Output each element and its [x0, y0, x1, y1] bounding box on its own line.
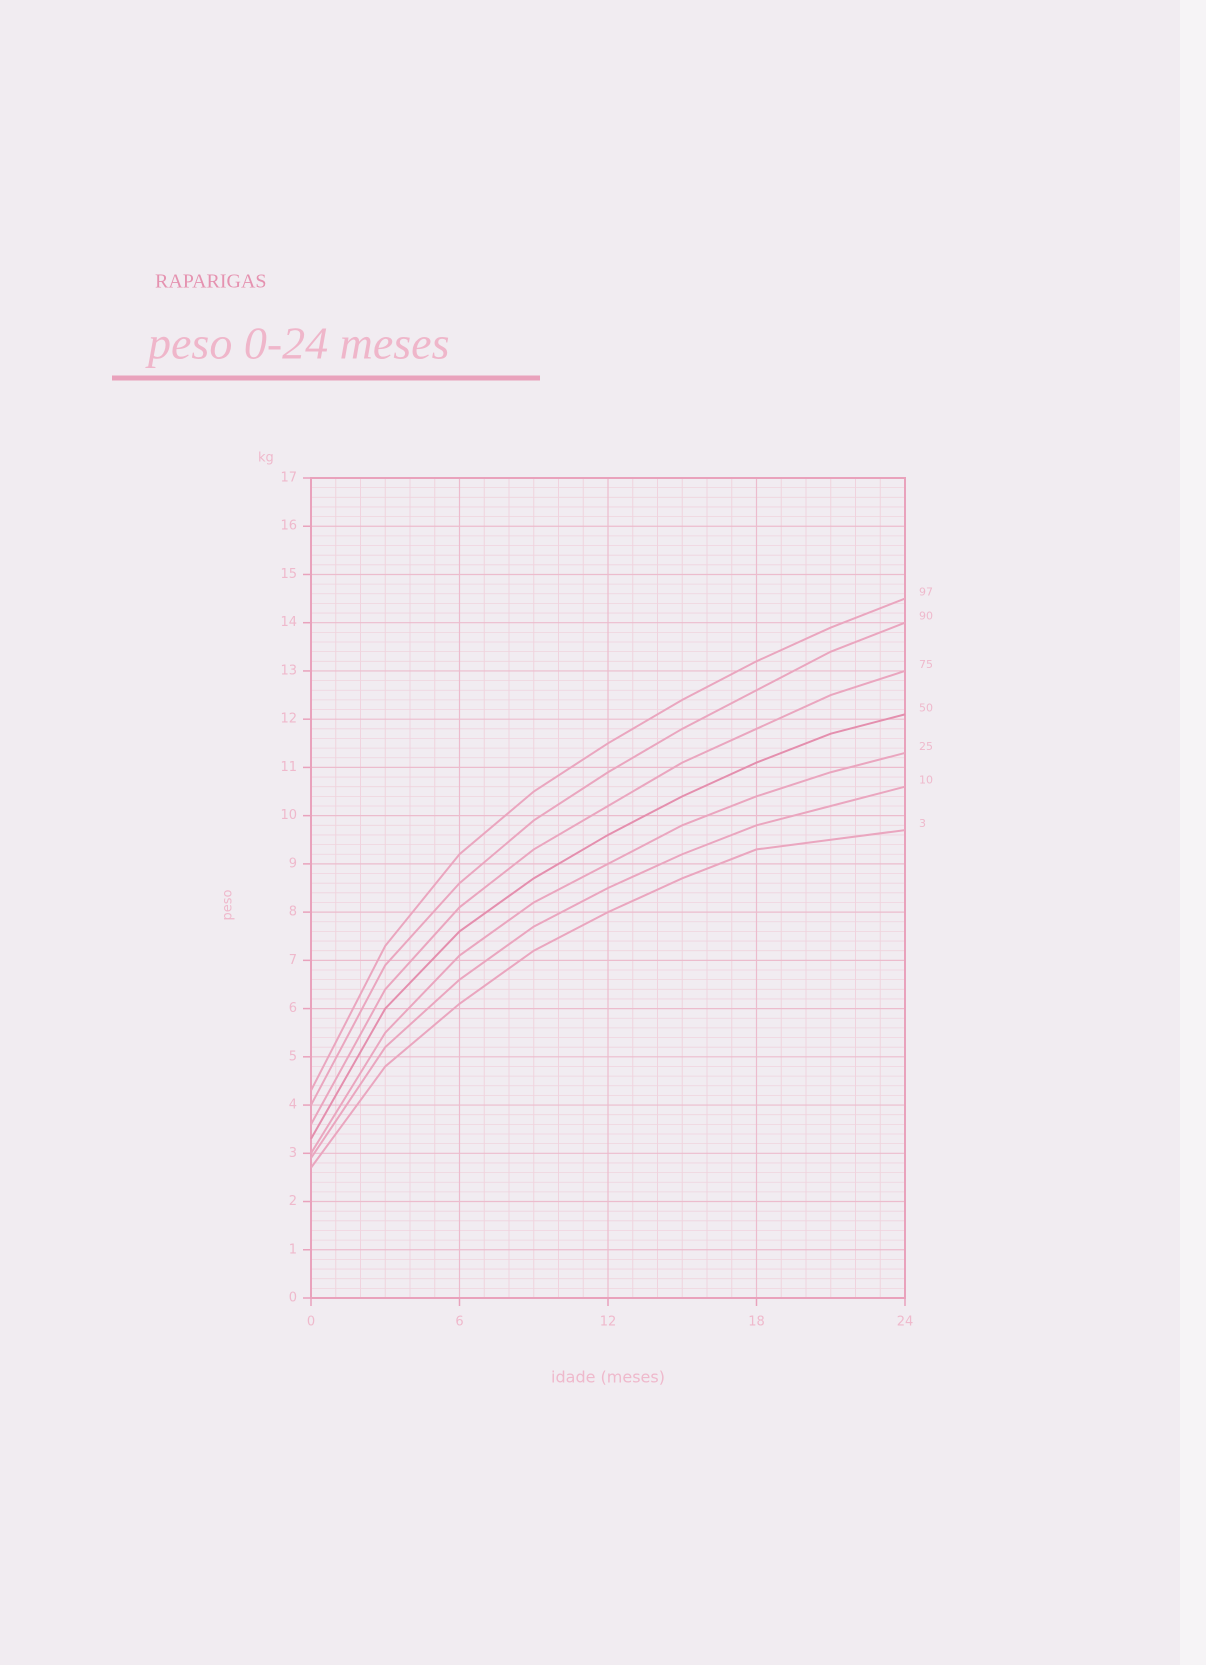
percentile-curve: [310, 597, 906, 1092]
series-label: 25: [919, 740, 933, 753]
y-tick-label: 17: [280, 471, 297, 486]
chart-title: peso 0-24 meses: [145, 318, 450, 369]
x-tick-label: 0: [307, 1315, 315, 1330]
series-label: 50: [919, 701, 933, 714]
series-label: 97: [919, 586, 933, 599]
x-tick-label: 18: [748, 1315, 765, 1330]
scan-edge: [1180, 0, 1206, 1665]
y-tick-label: 4: [289, 1098, 297, 1113]
y-tick-label: 1: [289, 1242, 297, 1257]
group-title: RAPARIGAS: [155, 271, 267, 293]
series-label: 10: [919, 774, 933, 787]
percentile-curve: [310, 751, 906, 1154]
y-tick-label: 3: [289, 1146, 297, 1161]
series-label: 3: [919, 817, 926, 830]
y-tick-label: 5: [289, 1049, 297, 1064]
y-tick-label: 14: [280, 615, 297, 630]
y-tick-label: 8: [289, 905, 297, 920]
y-tick-label: 9: [289, 856, 297, 871]
percentile-curve: [310, 713, 906, 1140]
y-tick-label: 12: [280, 712, 297, 727]
y-tick-label: 0: [289, 1291, 297, 1306]
x-axis-label: idade (meses): [551, 1368, 665, 1387]
percentile-curve: [310, 829, 906, 1169]
y-tick-label: 10: [280, 808, 297, 823]
y-tick-label: 6: [289, 1001, 297, 1016]
x-tick-label: 24: [897, 1315, 914, 1330]
y-unit: kg: [258, 451, 274, 466]
series-label: 90: [919, 610, 933, 623]
y-tick-label: 15: [280, 567, 297, 582]
percentile-curve: [310, 669, 906, 1125]
y-tick-label: 13: [280, 663, 297, 678]
y-tick-label: 7: [289, 953, 297, 968]
series-label: 75: [919, 658, 933, 671]
percentile-curve: [310, 621, 906, 1106]
y-tick-label: 2: [289, 1194, 297, 1209]
y-axis-label: peso: [221, 889, 236, 920]
x-tick-label: 12: [600, 1315, 617, 1330]
x-tick-label: 6: [455, 1315, 463, 1330]
y-tick-label: 16: [280, 519, 297, 534]
y-tick-label: 11: [280, 760, 297, 775]
plot-frame: [310, 477, 906, 1299]
percentile-curve: [310, 785, 906, 1159]
